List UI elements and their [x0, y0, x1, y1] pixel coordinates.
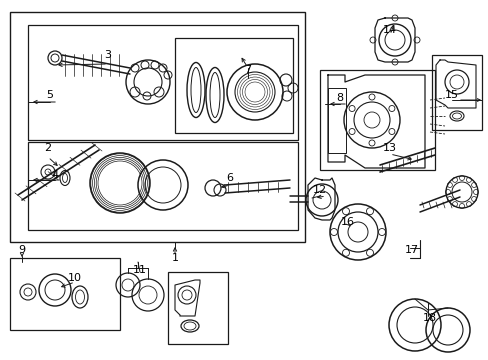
- Text: 5: 5: [46, 90, 53, 100]
- Text: 10: 10: [68, 273, 82, 283]
- Bar: [28, 25, 297, 140]
- Text: 9: 9: [19, 245, 25, 255]
- Bar: [10, 12, 305, 242]
- Bar: [10, 258, 120, 330]
- Text: 4: 4: [51, 170, 59, 180]
- Text: 1: 1: [171, 253, 178, 263]
- Text: 15: 15: [444, 90, 458, 100]
- Text: 8: 8: [336, 93, 343, 103]
- Text: 3: 3: [104, 50, 111, 60]
- Text: 2: 2: [44, 143, 51, 153]
- Bar: [175, 38, 292, 133]
- Bar: [168, 272, 227, 344]
- Text: 17: 17: [404, 245, 418, 255]
- Bar: [431, 55, 481, 130]
- Bar: [327, 88, 346, 153]
- Text: 18: 18: [422, 313, 436, 323]
- Text: 11: 11: [133, 265, 147, 275]
- Text: 14: 14: [382, 25, 396, 35]
- Text: 16: 16: [340, 217, 354, 227]
- Text: 13: 13: [382, 143, 396, 153]
- Text: 6: 6: [226, 173, 233, 183]
- Text: 7: 7: [244, 65, 251, 75]
- Text: 12: 12: [312, 185, 326, 195]
- Bar: [319, 70, 434, 170]
- Bar: [28, 142, 297, 230]
